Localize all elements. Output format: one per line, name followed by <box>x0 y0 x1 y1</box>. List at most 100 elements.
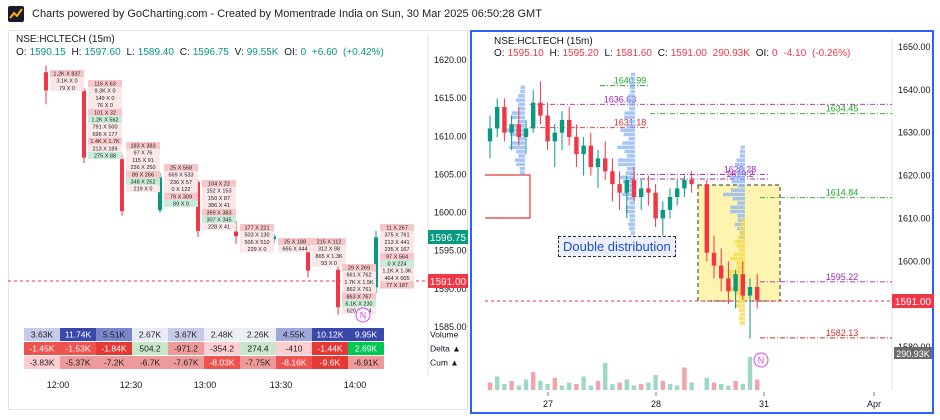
right-candle-body <box>595 158 601 167</box>
volume-profile-bar <box>737 184 745 188</box>
level-label: 1634.45 <box>826 104 859 114</box>
footprint-cell-bg <box>88 94 122 102</box>
footprint-cell-bg <box>312 245 346 253</box>
right-candle-body <box>574 137 579 155</box>
volume-profile-bar <box>733 252 745 257</box>
table-cell: -354.2 <box>210 344 234 354</box>
volume-profile-bar <box>734 222 745 227</box>
footprint-cell-bg <box>88 80 122 87</box>
level-label: 1636.63 <box>604 94 637 104</box>
volume-profile-bar <box>739 222 745 227</box>
right-candle-body <box>740 274 745 296</box>
table-cell: -1.53K <box>65 344 90 354</box>
left-open-label: O: <box>16 47 27 58</box>
volume-bar <box>595 381 601 390</box>
footprint-cell-bg <box>380 281 414 289</box>
table-cell-bg <box>204 356 240 369</box>
right-candle-body <box>559 119 565 133</box>
table-cell-bg <box>312 356 348 369</box>
right-candle-body <box>624 179 629 193</box>
right-candle-body <box>682 179 687 189</box>
volume-profile-bar <box>519 167 525 171</box>
footprint-cell: 506 X 510 <box>244 240 269 246</box>
left-price-tick: 1600.00 <box>434 208 467 218</box>
volume-profile-bar <box>630 77 635 81</box>
table-cell-bg <box>276 328 312 341</box>
volume-profile-bar <box>737 201 745 205</box>
footprint-cell: 89 X 266 <box>132 172 154 178</box>
footprint-cell: 115 X 91 <box>132 158 154 164</box>
table-cell: 4.55K <box>283 330 306 340</box>
right-volume-value: 290.93K <box>712 48 750 59</box>
table-cell-bg <box>24 356 60 369</box>
left-price-tick: 1615.00 <box>434 93 467 103</box>
right-high-value: 1595.20 <box>562 48 599 59</box>
volume-profile-bar <box>518 107 525 111</box>
right-date-label: 27 <box>543 399 553 409</box>
table-cell-bg <box>204 342 240 355</box>
footprint-cell: 104 X 22 <box>208 182 230 188</box>
footprint-cell: 116 X 63 <box>94 82 116 88</box>
right-candle-body <box>509 124 514 133</box>
footprint-cell-bg <box>342 278 376 286</box>
footprint-cell-bg <box>342 271 376 279</box>
right-candle-body <box>538 102 543 116</box>
table-cell-bg <box>240 342 276 355</box>
table-cell: 274.4 <box>247 344 269 354</box>
news-badge-icon[interactable] <box>355 307 371 323</box>
right-news-badge-icon[interactable] <box>753 352 769 368</box>
table-cell-bg <box>96 328 132 341</box>
volume-bar <box>755 379 760 390</box>
footprint-cell-bg <box>50 77 84 85</box>
volume-profile-bar <box>520 89 525 94</box>
volume-profile-bar <box>734 282 745 287</box>
volume-bar <box>719 384 724 390</box>
volume-profile-bar <box>729 175 745 180</box>
volume-bar <box>567 382 572 390</box>
footprint-cell: 25 X 188 <box>284 240 306 246</box>
volume-bar <box>711 382 717 390</box>
footprint-cell-bg <box>240 245 274 253</box>
footprint-cell-bg <box>202 180 236 187</box>
volume-profile-bar <box>732 197 745 201</box>
table-row-label: Delta ▲ <box>430 344 461 354</box>
footprint-chart[interactable]: 1620.00 1615.00 1610.00 1605.00 1600.00 1595.… <box>8 30 468 410</box>
volume-profile-bar <box>731 179 745 184</box>
footprint-cell: 666 X 444 <box>282 247 307 253</box>
volume-profile-bar <box>737 214 745 218</box>
right-candle-body <box>531 102 536 129</box>
left-oi-label: OI: <box>284 47 298 58</box>
footprint-cell-bg <box>126 185 160 193</box>
volume-profile-bar <box>730 205 745 210</box>
right-price-tick: 1620.00 <box>898 171 931 181</box>
volume-profile-bar <box>517 119 525 124</box>
table-cell-bg <box>132 328 168 341</box>
volume-bar <box>682 367 687 390</box>
footprint-cell-bg <box>88 116 122 123</box>
footprint-cell-bg <box>202 216 236 223</box>
volume-profile-bar <box>731 188 745 192</box>
footprint-cell: 669 X 533 <box>168 173 193 179</box>
volume-profile-bar <box>627 222 635 227</box>
footprint-cell: 6.1K X 230 <box>345 302 372 308</box>
footprint-cell-bg <box>312 238 346 245</box>
footprint-cell: 1.2K X 837 <box>53 72 80 78</box>
footprint-cell-bg <box>88 144 122 152</box>
volume-profile-bar <box>517 137 525 141</box>
footprint-cell: 215 X 112 <box>317 240 342 246</box>
footprint-cell-bg <box>164 164 198 171</box>
left-price-tick: 1585.00 <box>434 322 467 332</box>
footprint-cell: 1.7K X 1.5K <box>344 280 374 286</box>
volume-profile-bar <box>629 81 635 85</box>
volume-bar <box>523 379 529 390</box>
right-candle-body <box>704 184 709 253</box>
table-cell-bg <box>60 356 96 369</box>
footprint-cell: 9.3K X 0 <box>94 89 115 95</box>
footprint-cell: 29 X 269 <box>348 266 370 272</box>
range-bracket <box>485 174 531 219</box>
news-badge-text: N <box>360 311 367 321</box>
footprint-cell-bg <box>342 264 376 271</box>
volume-bar <box>747 357 753 390</box>
left-high-value: 1597.60 <box>84 47 121 58</box>
candlestick-chart[interactable]: 1650.00 1640.00 1630.00 1620.00 1610.00 1600.… <box>470 30 934 414</box>
